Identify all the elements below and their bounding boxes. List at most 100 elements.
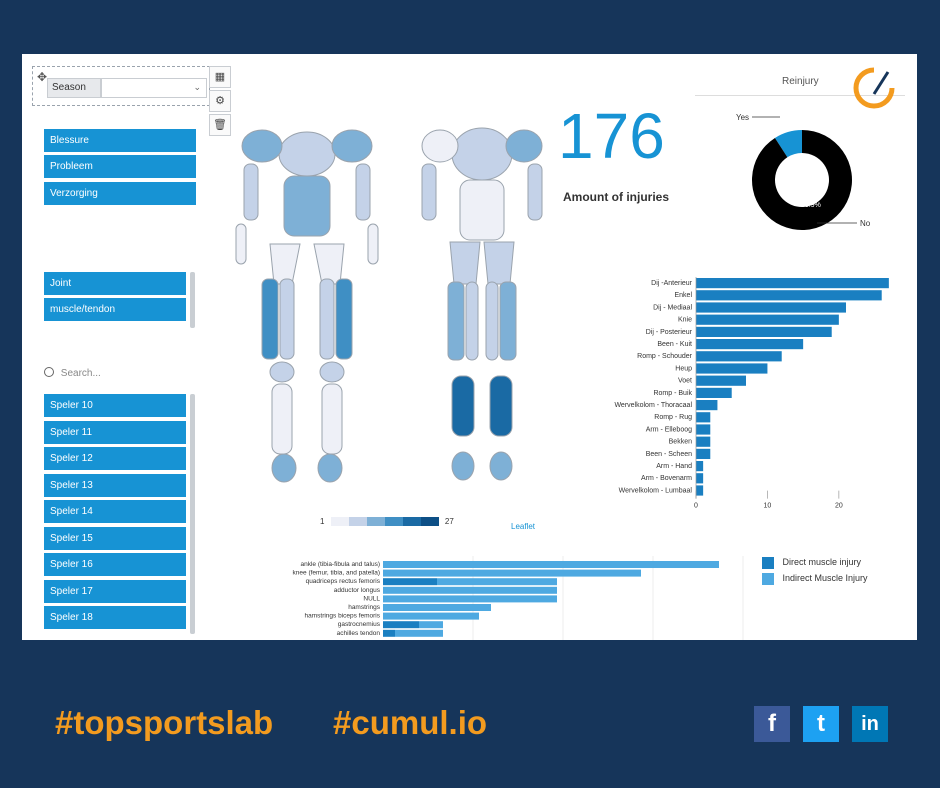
front-left-thigh-outer — [261, 278, 279, 360]
search-input[interactable]: Search... — [44, 366, 194, 384]
player-item[interactable]: Speler 12 — [44, 447, 186, 470]
bar-direct[interactable] — [383, 629, 395, 637]
type-item-joint[interactable]: Joint — [44, 272, 186, 295]
donut-slice-yes[interactable] — [774, 130, 802, 158]
bar[interactable] — [696, 448, 711, 459]
trash-icon[interactable]: 🗑 — [209, 114, 231, 136]
player-item[interactable]: Speler 11 — [44, 420, 186, 444]
bar-category-label: Dij - Mediaal — [653, 304, 692, 311]
bar-x-tick-label: 0 — [694, 503, 698, 510]
player-item[interactable]: Speler 10 — [44, 394, 186, 417]
bar[interactable] — [696, 412, 711, 423]
bar-category-label: Wervelkolom - Thoracaal — [614, 402, 692, 409]
bar-category-label: Wervelkolom - Lumbaal — [619, 487, 693, 494]
front-right-thigh-outer — [335, 278, 353, 360]
bar[interactable] — [696, 314, 839, 325]
bar[interactable] — [696, 326, 832, 337]
reinjury-title: Reinjury — [782, 76, 819, 87]
type-list-scrollbar[interactable] — [190, 272, 195, 328]
bar-direct[interactable] — [383, 578, 437, 586]
bar-direct[interactable] — [383, 621, 419, 629]
bar[interactable] — [696, 400, 718, 411]
legend-swatch — [402, 517, 421, 527]
player-item[interactable]: Speler 15 — [44, 526, 186, 550]
bar[interactable] — [696, 424, 711, 435]
bar[interactable] — [696, 278, 889, 289]
back-left-hamstring-outer — [447, 281, 465, 361]
body-injury-map[interactable] — [222, 114, 552, 504]
bar[interactable] — [696, 485, 704, 496]
back-left-calf — [451, 375, 475, 437]
donut-slice-no[interactable] — [752, 130, 852, 230]
front-right-knee — [319, 361, 345, 383]
back-right-hamstring-outer — [499, 281, 517, 361]
bar[interactable] — [696, 387, 732, 398]
bar-indirect[interactable] — [383, 586, 557, 594]
bar[interactable] — [696, 302, 846, 313]
bar-category-label: Voet — [678, 378, 692, 385]
reinjury-donut-chart[interactable]: Yes 90.9% No — [722, 110, 912, 240]
front-left-shoulder — [241, 129, 283, 163]
bar-x-tick-label: 10 — [764, 503, 772, 510]
season-select[interactable]: ⌄ — [101, 78, 207, 98]
front-right-shin — [321, 383, 343, 455]
player-item[interactable]: Speler 18 — [44, 606, 186, 629]
table-icon[interactable]: ▦ — [209, 66, 231, 88]
donut-value-no: 90.9% — [801, 202, 821, 209]
bar[interactable] — [696, 375, 746, 386]
bar-category-label: Enkel — [674, 292, 692, 299]
legend-swatch-direct — [762, 556, 774, 569]
category-item-probleem[interactable]: Probleem — [44, 155, 196, 178]
legend-min: 1 — [320, 517, 325, 526]
facebook-icon[interactable]: f — [754, 706, 790, 742]
bar-indirect[interactable] — [437, 578, 557, 586]
hbar-category-label: ankle (tibia-fibula and talus) — [301, 561, 381, 568]
hashtag-cumul-io[interactable]: #cumul.io — [333, 704, 488, 741]
bar[interactable] — [696, 351, 782, 362]
bar[interactable] — [696, 436, 711, 447]
legend-swatch — [384, 517, 403, 527]
bar-indirect[interactable] — [383, 595, 557, 603]
hbar-category-label: knee (femur, tibia, and patella) — [293, 570, 380, 577]
injury-location-bar-chart[interactable]: Dij -Anterieur Enkel Dij - Mediaal Knie Dij … — [582, 272, 902, 517]
muscle-injury-bar-chart[interactable]: ankle (tibia-fibula and talus) knee (femu… — [248, 556, 748, 640]
player-list-scrollbar[interactable] — [190, 394, 195, 634]
leaflet-attribution-link[interactable]: Leaflet — [511, 522, 536, 531]
back-right-calf — [489, 375, 513, 437]
linkedin-icon[interactable]: in — [852, 706, 888, 742]
legend-max: 27 — [444, 517, 454, 526]
body-color-legend: 1 27 — [320, 517, 454, 527]
front-left-foot — [271, 453, 297, 483]
bar-indirect[interactable] — [395, 629, 443, 637]
bar-indirect[interactable] — [383, 561, 719, 568]
bar[interactable] — [696, 473, 704, 484]
donut-label-no: No — [860, 219, 871, 228]
player-item[interactable]: Speler 14 — [44, 500, 186, 523]
back-left-heel — [451, 451, 475, 481]
hashtag-topsportslab[interactable]: #topsportslab — [55, 704, 274, 741]
category-item-verzorging[interactable]: Verzorging — [44, 182, 196, 205]
category-item-blessure[interactable]: Blessure — [44, 129, 196, 152]
season-filter[interactable]: ✥ Season ⌄ — [32, 66, 210, 106]
bar-indirect[interactable] — [383, 612, 479, 620]
legend-item-indirect[interactable]: Indirect Muscle Injury — [762, 572, 868, 588]
bar-indirect[interactable] — [383, 569, 641, 577]
bar[interactable] — [696, 339, 804, 350]
move-icon[interactable]: ✥ — [37, 70, 48, 84]
bar-indirect[interactable] — [383, 604, 491, 611]
player-item[interactable]: Speler 16 — [44, 553, 186, 576]
bar-category-label: Heup — [675, 365, 692, 372]
player-item[interactable]: Speler 13 — [44, 473, 186, 497]
bar-category-label: Been - Scheen — [646, 451, 692, 458]
front-right-forearm — [367, 223, 379, 265]
bar-category-label: Been - Kuit — [657, 341, 692, 348]
type-item-muscle-tendon[interactable]: muscle/tendon — [44, 298, 186, 321]
bar[interactable] — [696, 290, 882, 301]
player-item[interactable]: Speler 17 — [44, 579, 186, 603]
bar[interactable] — [696, 461, 704, 472]
gear-icon[interactable]: ⚙ — [209, 90, 231, 112]
bar[interactable] — [696, 363, 768, 374]
legend-item-direct[interactable]: Direct muscle injury — [762, 556, 868, 572]
bar-indirect[interactable] — [419, 621, 443, 629]
twitter-icon[interactable]: t — [803, 706, 839, 742]
